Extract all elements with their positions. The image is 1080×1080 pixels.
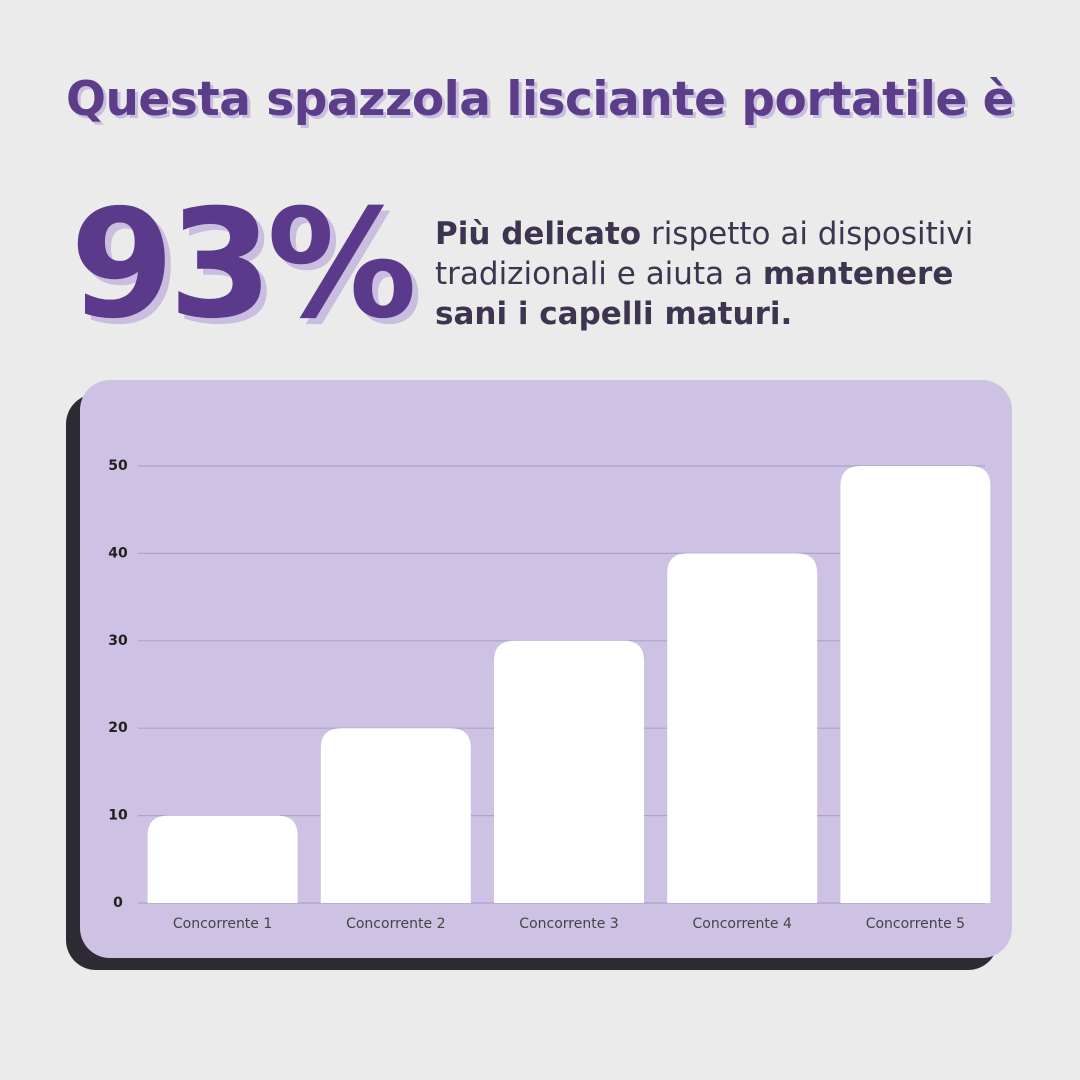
bar (320, 728, 471, 903)
description-segment: mantenere sani i capelli maturi. (435, 256, 954, 332)
bar (667, 553, 818, 903)
title: Questa spazzola lisciante portatile è (66, 72, 1014, 127)
stat-description: Più delicato rispetto ai dispositivi tra… (435, 214, 1035, 334)
x-tick-label: Concorrente 2 (346, 916, 445, 932)
x-tick-label: Concorrente 1 (173, 916, 272, 932)
description-segment: Più delicato (435, 216, 642, 252)
x-tick-label: Concorrente 4 (693, 916, 792, 932)
x-tick-label: Concorrente 5 (866, 916, 965, 932)
y-tick-label: 40 (108, 545, 128, 561)
y-tick-label: 10 (108, 808, 128, 824)
y-tick-label: 50 (108, 458, 128, 474)
y-tick-label: 0 (113, 895, 123, 911)
bar (840, 466, 991, 903)
description-segment: rispetto ai dispositivi tradizionali e a… (435, 216, 974, 292)
y-tick-label: 30 (108, 633, 128, 649)
x-tick-label: Concorrente 3 (519, 916, 618, 932)
stat-figure: 93% (70, 178, 417, 352)
bar (147, 815, 298, 903)
bar (494, 640, 644, 903)
y-tick-label: 20 (108, 720, 128, 736)
